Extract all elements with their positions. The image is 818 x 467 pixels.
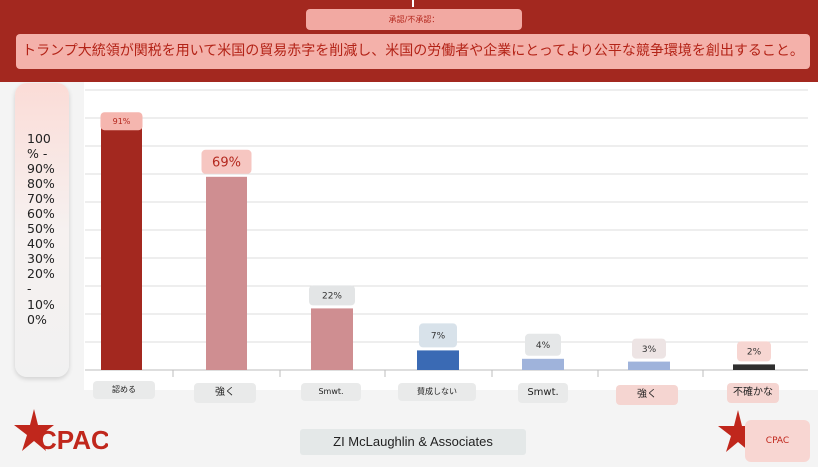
y-tick-label: 70%: [27, 191, 55, 206]
approval-tab: 承認/不承認：: [306, 9, 522, 30]
bar: [101, 115, 142, 370]
logo-text: CPAC: [38, 425, 108, 455]
x-tick-label: 認める: [93, 381, 155, 399]
x-tick-label: 強く: [616, 385, 678, 405]
y-tick-label: 100: [27, 131, 51, 146]
header-notch: [412, 0, 414, 7]
x-tick-label: Smwt.: [301, 383, 361, 401]
bar: [733, 364, 775, 370]
data-label: 3%: [642, 345, 657, 355]
cpac-logo-right: CPAC: [745, 420, 810, 462]
y-tick-label: % -: [27, 146, 48, 161]
y-tick-label: 50%: [27, 221, 55, 236]
x-tick-label: Smwt.: [518, 383, 568, 403]
cpac-logo: CPAC: [14, 409, 108, 455]
data-label-box: [100, 112, 143, 131]
data-label: 2%: [747, 348, 762, 358]
data-label-box: [419, 323, 457, 348]
y-axis-panel: [15, 83, 69, 377]
bar: [522, 358, 564, 370]
question-banner: トランプ大統領が関税を用いて米国の貿易赤字を削減し、米国の労働者や企業にとってよ…: [16, 34, 810, 69]
data-label: 22%: [322, 292, 342, 302]
data-label: 91%: [113, 117, 131, 126]
y-tick-label: 20%: [27, 266, 55, 281]
bar: [628, 361, 670, 370]
bar: [417, 350, 459, 370]
data-label-box: [632, 338, 666, 359]
data-label-box: [525, 333, 561, 356]
x-tick-label: 強く: [194, 383, 256, 403]
y-tick-label: 30%: [27, 251, 55, 266]
y-tick-label: 80%: [27, 176, 55, 191]
x-tick-label: 賛成しない: [398, 383, 476, 401]
bar: [311, 308, 353, 370]
y-tick-label: 60%: [27, 206, 55, 221]
data-label-box: [737, 341, 771, 362]
data-label: 7%: [431, 332, 446, 342]
data-label-box: [309, 285, 355, 306]
y-tick-label: 10%: [27, 297, 55, 312]
source-label: ZI McLaughlin & Associates: [300, 429, 526, 455]
cpac-star-mark: [718, 410, 758, 452]
y-tick-label: 90%: [27, 161, 55, 176]
data-label: 69%: [212, 155, 241, 170]
y-tick-label: 0%: [27, 312, 47, 327]
x-tick-label: 不確かな: [727, 383, 779, 403]
y-tick-label: -: [27, 281, 32, 296]
bar: [206, 176, 247, 370]
data-label-box: [201, 149, 252, 174]
y-tick-label: 40%: [27, 236, 55, 251]
data-label: 4%: [536, 341, 551, 351]
